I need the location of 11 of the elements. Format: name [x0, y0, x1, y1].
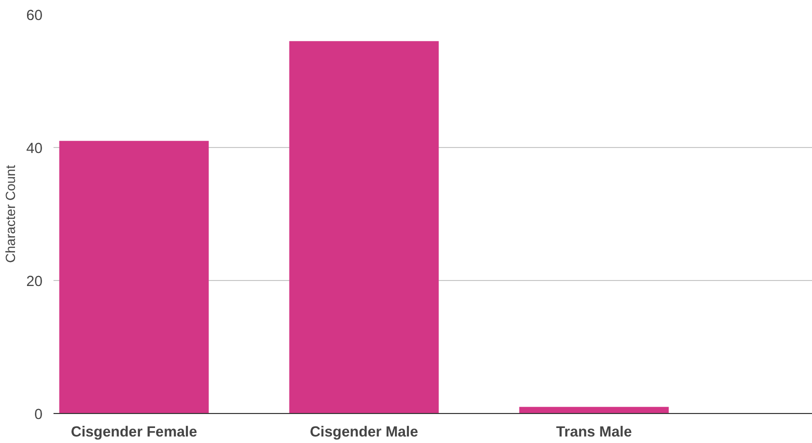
x-tick-label: Cisgender Male — [310, 424, 418, 440]
bar — [289, 41, 439, 414]
y-tick-label: 20 — [26, 274, 43, 290]
bar — [519, 406, 669, 414]
y-axis-title: Character Count — [3, 164, 18, 263]
y-tick-label: 0 — [34, 407, 43, 423]
y-tick-label: 40 — [26, 141, 43, 157]
bar — [59, 140, 209, 414]
x-tick-label: Cisgender Female — [70, 424, 198, 440]
x-tick-label: Trans Male — [556, 424, 632, 440]
y-tick-label: 60 — [26, 8, 43, 24]
